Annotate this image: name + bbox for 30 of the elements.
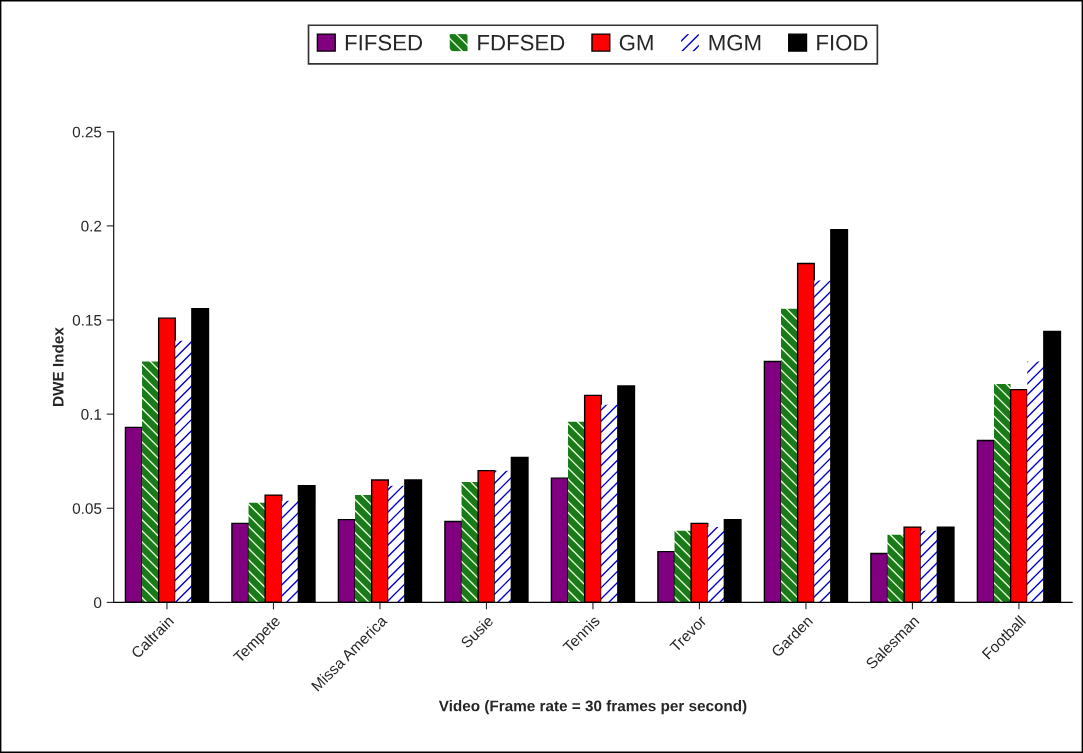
bar xyxy=(568,421,585,603)
bar xyxy=(355,495,372,603)
y-tick-label: 0 xyxy=(94,597,102,609)
y-tick-label: 0.25 xyxy=(72,126,102,138)
bar xyxy=(920,530,938,603)
y-tick-label: 0.05 xyxy=(72,503,102,514)
bar xyxy=(175,340,192,603)
bar xyxy=(461,481,479,603)
bar xyxy=(674,530,692,603)
y-tick-label: 0.15 xyxy=(72,314,102,326)
bar xyxy=(248,502,266,603)
y-axis-title: DWE Index xyxy=(52,327,64,406)
legend-label: GM xyxy=(619,34,653,51)
bar xyxy=(494,470,512,603)
x-axis-title: Video (Frame rate = 30 frames per second) xyxy=(438,700,747,715)
bar xyxy=(601,404,618,603)
legend-label: MGM xyxy=(709,34,761,51)
bar xyxy=(707,527,725,603)
y-tick-label: 0.2 xyxy=(81,220,102,232)
bar xyxy=(142,361,159,603)
bar xyxy=(814,280,831,603)
bar xyxy=(1027,361,1044,603)
y-tick-label: 0.1 xyxy=(81,409,102,420)
bar xyxy=(781,308,798,603)
bar xyxy=(388,485,405,603)
legend-label: FIFSED xyxy=(345,34,423,51)
legend-label: FDFSED xyxy=(478,34,565,51)
legend-label: FIOD xyxy=(817,34,868,51)
bar xyxy=(281,500,299,603)
bar xyxy=(994,384,1011,603)
